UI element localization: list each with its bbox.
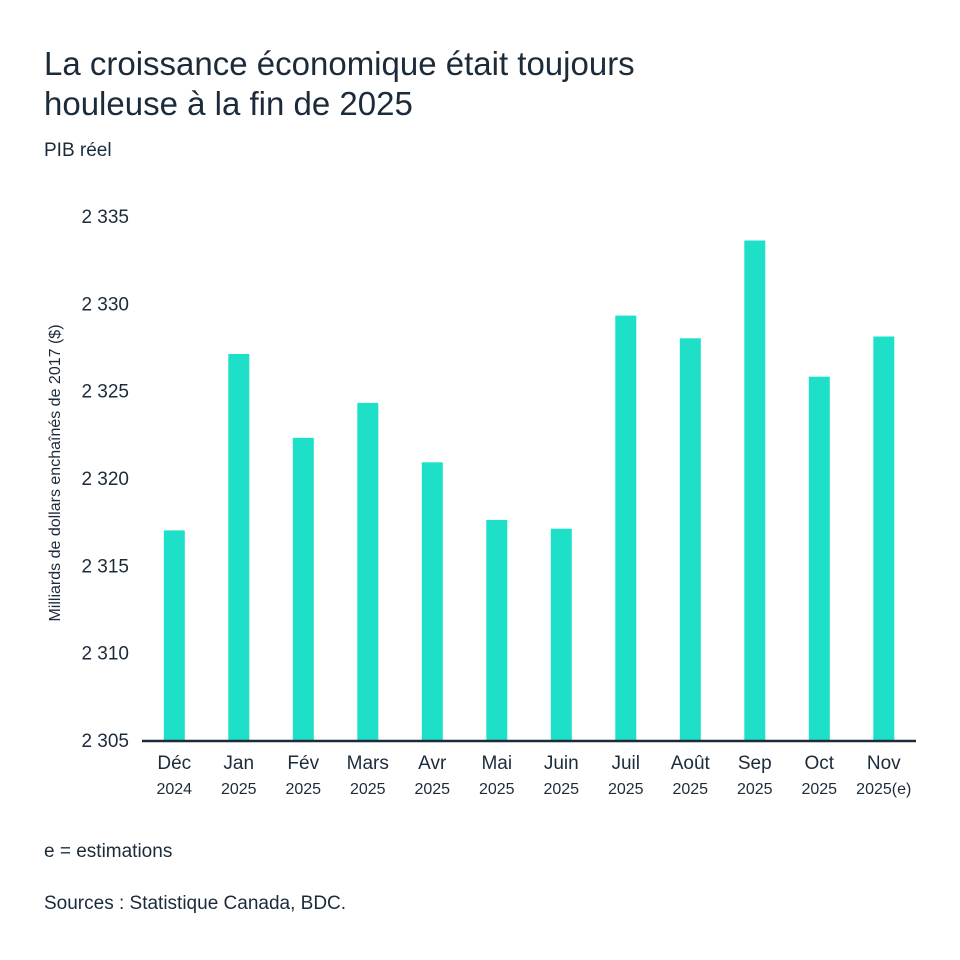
bar [744,240,766,740]
bar [679,338,701,740]
x-tick-label-year: 2025 [801,781,837,798]
x-tick-label-year: 2025 [543,781,579,798]
x-tick-label-year: 2025 [414,781,450,798]
y-tick-label: 2 305 [81,731,129,752]
bar [550,528,572,740]
bar [615,315,637,740]
x-tick-label-month: Avr [418,753,447,774]
x-tick-label-year: 2025 [479,781,515,798]
bar [228,354,250,740]
x-tick-label-year: 2025 [672,781,708,798]
x-tick-label-month: Oct [804,753,834,774]
x-tick-label-month: Août [671,753,711,774]
bar [357,402,379,740]
bar [873,336,895,740]
bar [421,462,443,740]
x-tick-label-year: 2025 [737,781,773,798]
x-tick-label-year: 2025 [285,781,321,798]
y-tick-label: 2 335 [81,207,129,228]
x-tick-label-year: 2024 [156,781,192,798]
y-tick-label: 2 325 [81,382,129,403]
bar-series [163,240,895,740]
x-tick-label-year: 2025 [350,781,386,798]
bar [163,530,185,740]
x-axis-ticks: Déc 2024 Jan 2025 Fév 2025 Mars 2025 Avr 2025 Mai 2… [156,753,911,798]
y-axis-ticks: 2 305 2 310 2 315 2 320 2 325 2 330 2 335 [81,207,129,752]
x-tick-label-month: Juin [544,753,579,774]
y-tick-label: 2 330 [81,294,129,315]
x-tick-label-month: Juil [611,753,640,774]
estimates-note: e = estimations [44,841,173,862]
x-tick-label-month: Déc [157,753,191,774]
y-tick-label: 2 315 [81,556,129,577]
sources-note: Sources : Statistique Canada, BDC. [44,893,347,914]
x-tick-label-year: 2025 [608,781,644,798]
y-tick-label: 2 310 [81,644,129,665]
chart-title-line-2: houleuse à la fin de 2025 [44,85,413,122]
x-tick-label-month: Mars [347,753,389,774]
x-tick-label-year: 2025 [221,781,257,798]
x-tick-label-month: Fév [287,753,319,774]
bar [808,376,830,740]
chart-subtitle: PIB réel [44,140,112,161]
bar [292,437,314,740]
x-tick-label-month: Mai [481,753,512,774]
y-tick-label: 2 320 [81,469,129,490]
x-tick-label-year: 2025(e) [856,781,911,798]
y-axis-label: Milliards de dollars enchaînés de 2017 (… [47,324,64,621]
chart-title: La croissance économique était toujours … [44,44,904,124]
x-tick-label-month: Nov [867,753,901,774]
chart-title-line-1: La croissance économique était toujours [44,45,635,82]
x-tick-label-month: Jan [223,753,254,774]
x-tick-label-month: Sep [738,753,772,774]
bar [486,519,508,740]
